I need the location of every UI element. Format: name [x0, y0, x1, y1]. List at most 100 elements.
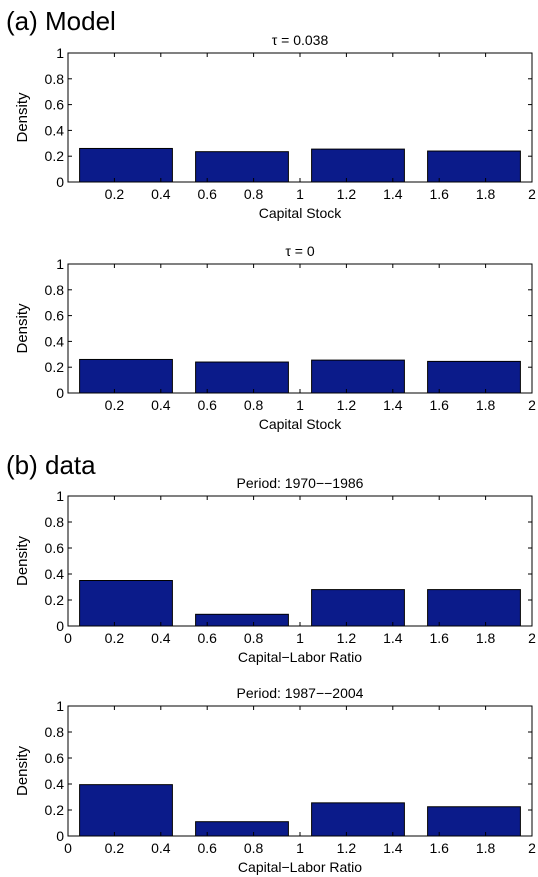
y-axis-label: Density [14, 535, 31, 586]
y-tick-label: 0 [56, 618, 64, 634]
x-tick-label: 1.6 [429, 840, 449, 856]
bar [79, 358, 173, 394]
x-tick-label: 1.4 [383, 630, 403, 646]
y-tick-label: 0.2 [45, 802, 65, 818]
x-tick-label: 1 [296, 397, 304, 413]
bar [195, 151, 289, 183]
x-tick-label: 1.6 [429, 630, 449, 646]
x-axis-label: Capital Stock [259, 205, 342, 221]
x-axis-label: Capital−Labor Ratio [238, 649, 362, 665]
y-tick-label: 0.4 [45, 122, 65, 138]
bar [311, 589, 405, 627]
bar [195, 613, 289, 627]
x-tick-label: 1.2 [337, 397, 357, 413]
x-tick-label: 0.8 [244, 840, 264, 856]
x-tick-label: 1.2 [337, 186, 357, 202]
x-tick-label: 1.4 [383, 840, 403, 856]
x-axis-label: Capital Stock [259, 416, 342, 432]
bar [79, 580, 173, 627]
x-tick-label: 2 [528, 397, 536, 413]
y-tick-label: 0.4 [45, 333, 65, 349]
y-tick-label: 0.2 [45, 359, 65, 375]
y-tick-label: 0.8 [45, 514, 65, 530]
x-tick-label: 1.8 [476, 397, 496, 413]
section-label-data: (b) data [6, 450, 96, 480]
chart-title: τ = 0 [285, 243, 314, 259]
x-tick-label: 1.4 [383, 186, 403, 202]
bar [79, 784, 173, 837]
x-axis-label: Capital−Labor Ratio [238, 859, 362, 875]
bar [79, 147, 173, 183]
x-tick-label: 2 [528, 630, 536, 646]
y-axis-label: Density [14, 92, 31, 143]
x-tick-label: 0.6 [197, 397, 217, 413]
chart-title: Period: 1970−−1986 [237, 475, 364, 491]
chart-title: τ = 0.038 [272, 32, 329, 48]
x-tick-label: 0.4 [151, 840, 171, 856]
x-tick-label: 0.8 [244, 397, 264, 413]
x-tick-label: 1.6 [429, 397, 449, 413]
x-tick-label: 1 [296, 186, 304, 202]
x-tick-label: 0.4 [151, 186, 171, 202]
bar [195, 821, 289, 837]
x-tick-label: 1.8 [476, 630, 496, 646]
chart-panel-1: 0.2 0.4 0.6 0.8 1 1.2 1.4 1.6 1.8 2 0 0.2 0.4 0.6 0.8 1… [14, 32, 536, 221]
bar [311, 148, 405, 183]
x-tick-label: 2 [528, 840, 536, 856]
y-tick-label: 0.6 [45, 750, 65, 766]
bar [427, 806, 521, 837]
y-tick-label: 0.8 [45, 724, 65, 740]
chart-panel-3: 0 0.2 0.4 0.6 0.8 1 1.2 1.4 1.6 1.8 2 0 0.2 0.4 0.6 0.8… [14, 475, 536, 665]
y-tick-label: 0.4 [45, 566, 65, 582]
x-tick-label: 0.2 [105, 186, 125, 202]
x-tick-label: 1 [296, 840, 304, 856]
y-tick-label: 0.8 [45, 71, 65, 87]
x-tick-label: 0.6 [197, 840, 217, 856]
x-tick-label: 1.2 [337, 630, 357, 646]
y-tick-label: 0 [56, 828, 64, 844]
y-tick-label: 0.6 [45, 540, 65, 556]
chart-panel-2: 0.2 0.4 0.6 0.8 1 1.2 1.4 1.6 1.8 2 0 0.2 0.4 0.6 0.8 1… [14, 243, 536, 432]
chart-title: Period: 1987−−2004 [237, 685, 364, 701]
x-tick-label: 1.4 [383, 397, 403, 413]
x-tick-label: 0.2 [105, 630, 125, 646]
chart-panel-4: 0 0.2 0.4 0.6 0.8 1 1.2 1.4 1.6 1.8 2 0 0.2 0.4 0.6 0.8… [14, 685, 536, 875]
bar [427, 589, 521, 627]
y-tick-label: 1 [56, 45, 64, 61]
x-tick-label: 1.6 [429, 186, 449, 202]
x-tick-label: 0.8 [244, 630, 264, 646]
x-tick-label: 1.2 [337, 840, 357, 856]
x-tick-label: 2 [528, 186, 536, 202]
y-tick-label: 1 [56, 698, 64, 714]
x-tick-label: 0.2 [105, 840, 125, 856]
bar [427, 360, 521, 394]
y-axis-label: Density [14, 745, 31, 796]
y-tick-label: 1 [56, 488, 64, 504]
bar [427, 150, 521, 183]
y-tick-label: 1 [56, 256, 64, 272]
x-tick-label: 0.4 [151, 397, 171, 413]
bar [311, 802, 405, 837]
y-tick-label: 0.2 [45, 148, 65, 164]
y-tick-label: 0.2 [45, 592, 65, 608]
section-label-model: (a) Model [6, 6, 116, 36]
y-tick-label: 0.6 [45, 308, 65, 324]
y-tick-label: 0.4 [45, 776, 65, 792]
y-tick-label: 0 [56, 174, 64, 190]
bar [195, 361, 289, 394]
x-tick-label: 1 [296, 630, 304, 646]
x-tick-label: 0 [64, 630, 72, 646]
x-tick-label: 1.8 [476, 840, 496, 856]
x-tick-label: 0 [64, 840, 72, 856]
y-tick-label: 0 [56, 385, 64, 401]
y-tick-label: 0.6 [45, 97, 65, 113]
bar [311, 359, 405, 394]
y-tick-label: 0.8 [45, 282, 65, 298]
x-tick-label: 0.6 [197, 630, 217, 646]
x-tick-label: 0.6 [197, 186, 217, 202]
x-tick-label: 0.8 [244, 186, 264, 202]
x-tick-label: 0.4 [151, 630, 171, 646]
x-tick-label: 0.2 [105, 397, 125, 413]
x-tick-label: 1.8 [476, 186, 496, 202]
